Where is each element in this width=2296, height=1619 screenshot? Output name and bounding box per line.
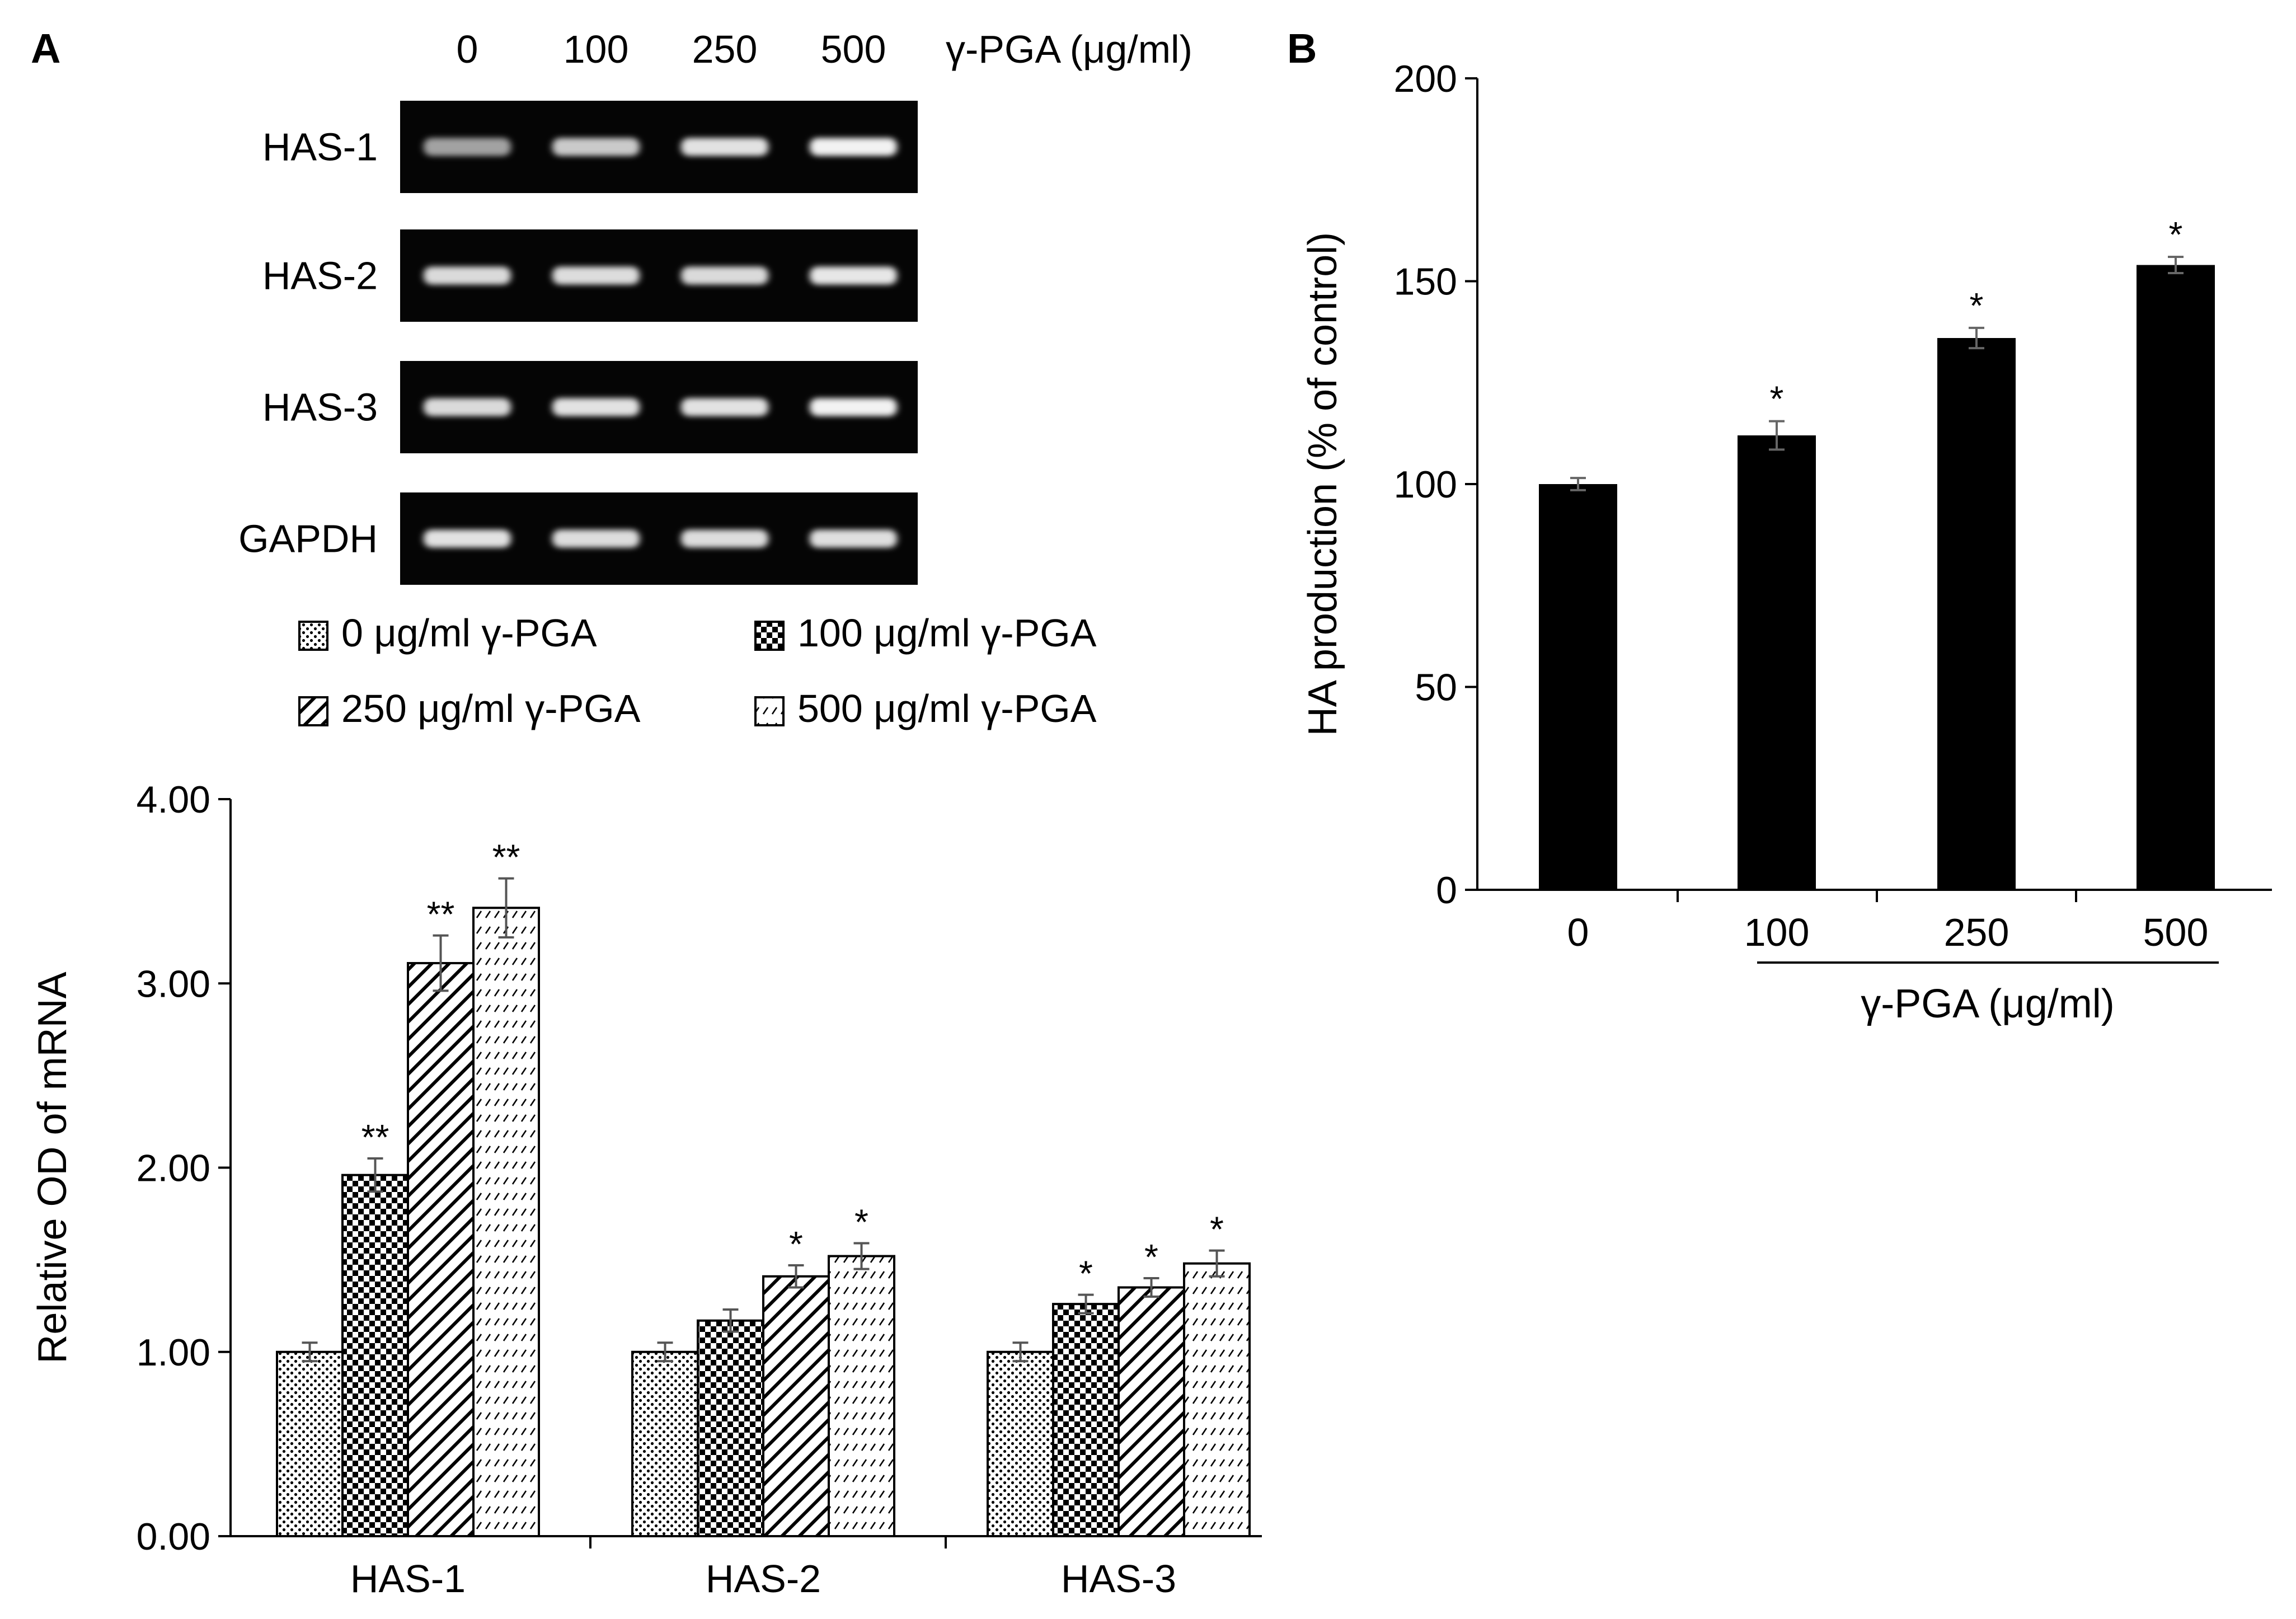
legend-swatch (298, 696, 328, 726)
panel-b-label: B (1287, 25, 1317, 72)
gel-band (810, 529, 897, 548)
gel-band (681, 398, 768, 416)
gel-band (810, 266, 897, 285)
y-tick-label: 0 (1436, 869, 1457, 912)
legend-label: 0 μg/ml γ-PGA (341, 611, 597, 655)
significance-marker: * (1210, 1209, 1224, 1250)
bar (762, 1275, 830, 1538)
legend-label: 100 μg/ml γ-PGA (797, 611, 1097, 655)
gel-lane-label: 500 (821, 27, 886, 71)
legend-swatch (298, 621, 328, 651)
significance-marker: ** (427, 894, 455, 935)
gel-band (552, 138, 640, 156)
bar (341, 1174, 409, 1537)
gel-band (681, 138, 768, 156)
legend-label: 500 μg/ml γ-PGA (797, 687, 1097, 730)
y-tick-label: 150 (1394, 261, 1457, 303)
significance-marker: ** (361, 1117, 389, 1157)
gel-image: 0 100 250 500 γ-PGA (μg/ml) HAS-1 HAS-2 HAS-3 GA… (238, 27, 1192, 585)
gel-row-label: HAS-2 (262, 254, 378, 298)
gel-band (424, 398, 511, 416)
x-tick-label: HAS-2 (706, 1557, 821, 1601)
significance-marker: * (1970, 285, 1984, 326)
x-tick-label: HAS-3 (1061, 1557, 1176, 1601)
gel-band (810, 138, 897, 156)
bar (1183, 1262, 1251, 1537)
bar (1052, 1303, 1120, 1538)
bar (697, 1319, 764, 1538)
bar (828, 1255, 895, 1538)
y-tick-label: 3.00 (137, 963, 210, 1005)
bar (2137, 265, 2215, 890)
gel-lane-label: 100 (564, 27, 629, 71)
x-tick-label: HAS-1 (350, 1557, 466, 1601)
gel-band (552, 266, 640, 285)
x-tick-label: 250 (1944, 911, 2009, 954)
y-tick-label: 2.00 (137, 1147, 210, 1190)
significance-marker: * (2169, 214, 2183, 255)
x-tick-label: 0 (1567, 911, 1589, 954)
legend-swatch (754, 621, 785, 651)
x-axis-title: γ-PGA (μg/ml) (1861, 982, 2115, 1026)
x-tick-label: 500 (2143, 911, 2209, 954)
bar (631, 1350, 699, 1537)
gel-band (810, 398, 897, 416)
gel-band (552, 529, 640, 548)
significance-marker: * (1770, 379, 1784, 419)
bar (407, 962, 475, 1537)
panel-b-chart: 0 50 100 150 200 HA production (% of control)… (1300, 58, 2272, 1026)
significance-marker: * (789, 1224, 803, 1264)
gel-band (424, 529, 511, 548)
y-tick-label: 0.00 (137, 1515, 210, 1558)
significance-marker: * (1079, 1254, 1093, 1294)
panel-a-chart: 0.00 1.00 2.00 3.00 4.00 Relative OD of mRNA H… (30, 778, 1262, 1601)
gel-band (552, 398, 640, 416)
gel-lane-label: 250 (692, 27, 758, 71)
gel-unit-label: γ-PGA (μg/ml) (946, 27, 1192, 71)
y-tick-label: 1.00 (137, 1331, 210, 1374)
bar (1539, 484, 1617, 890)
bar (276, 1350, 344, 1537)
significance-marker: * (854, 1202, 868, 1242)
legend: 0 μg/ml γ-PGA 100 μg/ml γ-PGA 250 μg/ml γ-… (298, 611, 1097, 730)
gel-lane-label: 0 (457, 27, 478, 71)
y-axis-title: HA production (% of control) (1300, 232, 1345, 736)
y-tick-label: 50 (1415, 667, 1457, 709)
significance-marker: ** (492, 837, 520, 877)
y-axis-title: Relative OD of mRNA (30, 972, 75, 1363)
y-tick-label: 4.00 (137, 778, 210, 821)
significance-marker: * (1144, 1237, 1158, 1277)
gel-row-label: GAPDH (238, 517, 378, 561)
bar (1738, 435, 1816, 890)
x-tick-label: 100 (1744, 911, 1810, 954)
gel-band (681, 529, 768, 548)
panel-a-label: A (31, 25, 60, 72)
gel-band (424, 138, 511, 156)
bar (987, 1350, 1054, 1537)
bar (1118, 1286, 1185, 1537)
legend-label: 250 μg/ml γ-PGA (341, 687, 641, 730)
gel-row-label: HAS-3 (262, 386, 378, 429)
gel-row-label: HAS-1 (262, 125, 378, 169)
y-tick-label: 100 (1394, 463, 1457, 506)
bar (1937, 338, 2016, 890)
gel-band (424, 266, 511, 285)
gel-band (681, 266, 768, 285)
legend-swatch (754, 696, 785, 726)
y-tick-label: 200 (1394, 58, 1457, 100)
bar (472, 907, 540, 1537)
